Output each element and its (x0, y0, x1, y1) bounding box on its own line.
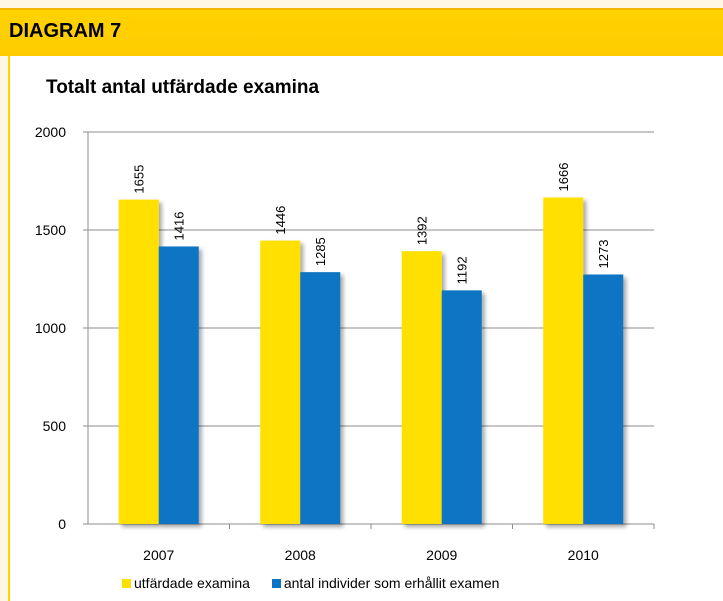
legend-item-series-1: utfärdade examina (122, 575, 250, 591)
bar-2-2009 (441, 290, 482, 524)
header-band (0, 8, 723, 56)
legend: utfärdade examina antal individer som er… (122, 575, 517, 595)
bar-1-2007 (118, 199, 159, 524)
data-label: 1273 (596, 240, 611, 269)
data-label: 1285 (313, 237, 328, 266)
y-tick-label: 2000 (35, 124, 66, 140)
y-tick-label: 500 (43, 418, 67, 434)
bar-1-2009 (401, 251, 442, 524)
y-tick-label: 0 (58, 516, 66, 532)
data-label: 1392 (415, 216, 430, 245)
legend-swatch-series-1 (122, 579, 131, 588)
bar-1-2008 (260, 240, 301, 525)
bar-2-2007 (158, 246, 199, 525)
data-label: 1446 (273, 206, 288, 235)
chart-title: Totalt antal utfärdade examina (46, 77, 320, 98)
x-tick-label: 2008 (285, 547, 316, 563)
x-tick-label: 2009 (426, 547, 457, 563)
x-tick-label: 2007 (143, 547, 174, 563)
legend-swatch-series-2 (271, 579, 281, 588)
y-tick-label: 1000 (35, 320, 66, 336)
legend-item-series-2: antal individer som erhållit examen (271, 575, 500, 591)
bar-2-2008 (300, 272, 341, 524)
data-label: 1192 (455, 256, 470, 284)
page-title: DIAGRAM 7 (9, 20, 122, 42)
data-label: 1655 (132, 165, 147, 194)
data-label: 1416 (172, 212, 187, 241)
bar-1-2010 (543, 197, 584, 525)
left-rule (8, 56, 10, 601)
data-label: 1666 (556, 163, 571, 192)
x-tick-label: 2010 (568, 547, 599, 563)
bar-2-2010 (583, 274, 624, 524)
y-tick-label: 1500 (35, 222, 66, 238)
legend-label-series-2: antal individer som erhållit examen (283, 575, 500, 591)
legend-label-series-1: utfärdade examina (134, 575, 250, 591)
